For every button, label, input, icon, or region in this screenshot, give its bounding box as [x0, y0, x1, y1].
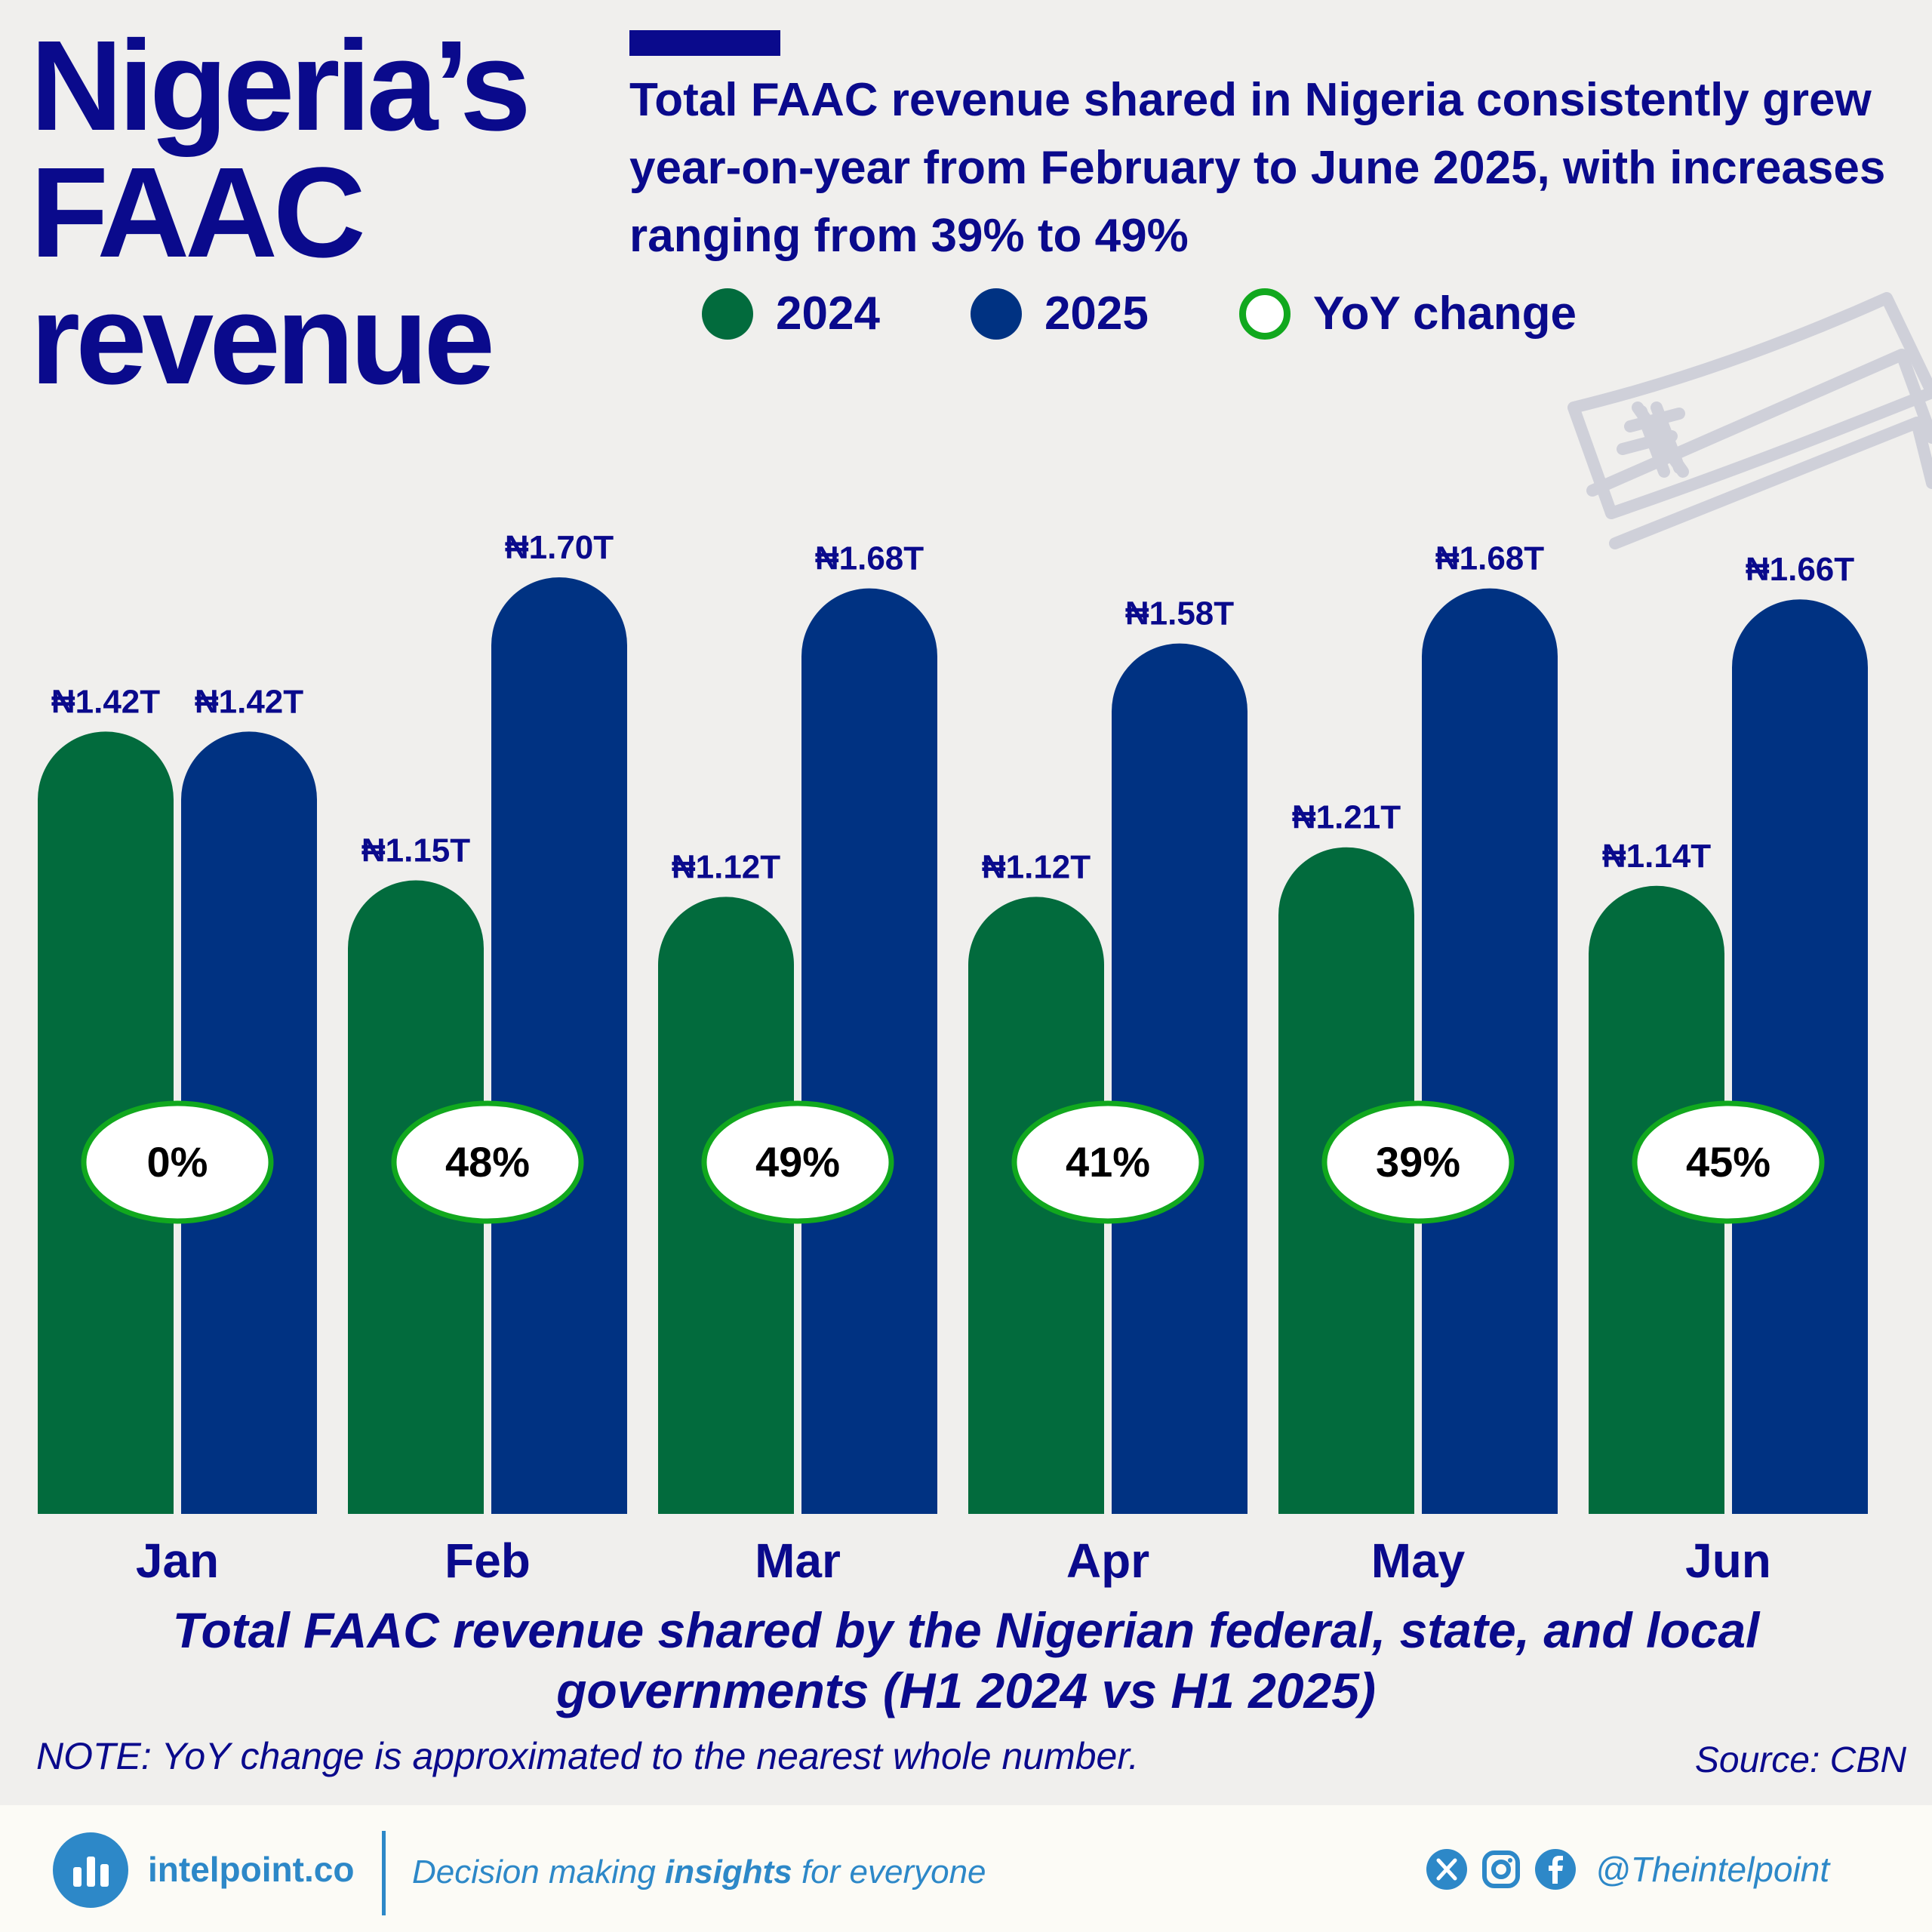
footer-divider — [382, 1831, 386, 1915]
yoy-badge — [81, 1100, 274, 1224]
x-tick-label: Jun — [1685, 1534, 1771, 1588]
bar-2025-feb — [491, 577, 627, 1514]
note-text: NOTE: YoY change is approximated to the … — [36, 1735, 1140, 1777]
data-label: ₦1.21T — [1292, 799, 1401, 836]
legend-label: 2025 — [1044, 288, 1149, 340]
data-label: ₦1.15T — [361, 832, 470, 869]
chart-subtitle: Total FAAC revenue shared in Nigeria con… — [629, 74, 1886, 262]
legend: 2024 2025 YoY change — [702, 287, 1577, 340]
yoy-badge — [1321, 1100, 1515, 1224]
bar-2025-apr — [1112, 643, 1247, 1514]
data-label: ₦1.14T — [1602, 838, 1711, 875]
data-label: ₦1.68T — [815, 540, 924, 577]
yoy-label: 0% — [147, 1138, 208, 1186]
tagline-post: for everyone — [792, 1854, 986, 1890]
yoy-label: 49% — [755, 1138, 840, 1186]
x-tick-label: Apr — [1066, 1534, 1149, 1588]
tagline-pre: Decision making — [412, 1854, 666, 1890]
x-tick-label: Mar — [755, 1534, 841, 1588]
footer: intelpoint.co Decision making insights f… — [0, 1805, 1932, 1932]
yoy-badge — [1011, 1100, 1204, 1224]
title-line: FAAC — [30, 141, 366, 285]
chart-caption: Total FAAC revenue shared by the Nigeria… — [172, 1602, 1760, 1718]
yoy-label: 39% — [1376, 1138, 1460, 1186]
data-label: ₦1.66T — [1746, 551, 1854, 588]
accent-bar — [629, 30, 780, 56]
brand-link[interactable]: intelpoint.co — [148, 1850, 355, 1889]
legend-swatch-2024 — [702, 288, 753, 340]
tagline-bold: insights — [665, 1854, 792, 1890]
source-text: Source: CBN — [1694, 1740, 1906, 1780]
x-tick-label: Feb — [445, 1534, 531, 1588]
yoy-label: 41% — [1066, 1138, 1150, 1186]
yoy-badge — [391, 1100, 584, 1224]
x-tick-label: May — [1371, 1534, 1466, 1588]
yoy-badge — [701, 1100, 894, 1224]
chart-title: Nigeria’s FAAC revenue — [30, 14, 604, 411]
instagram-icon[interactable] — [1481, 1849, 1521, 1890]
banknote-icon — [1567, 292, 1932, 549]
bars-layer: ₦1.42T ₦1.42T 0% Jan ₦1.15T ₦1.70T 48% Feb ₦1.12… — [38, 529, 1868, 1588]
x-tick-label: Jan — [136, 1534, 219, 1588]
legend-item-2024: 2024 — [702, 287, 880, 340]
legend-label: YoY change — [1312, 288, 1577, 340]
legend-swatch-yoy — [1238, 288, 1291, 340]
yoy-label: 45% — [1686, 1138, 1770, 1186]
yoy-badge — [1632, 1100, 1825, 1224]
social-links: @Theintelpoint — [1426, 1849, 1829, 1890]
data-label: ₦1.12T — [982, 848, 1091, 885]
title-line: revenue — [30, 268, 495, 411]
data-label: ₦1.58T — [1125, 595, 1234, 632]
data-label: ₦1.42T — [51, 683, 160, 720]
intelpoint-logo-icon — [53, 1832, 128, 1908]
title-line: Nigeria’s — [30, 14, 531, 158]
bar-2024-mar — [658, 897, 794, 1514]
data-label: ₦1.12T — [672, 848, 780, 885]
tagline: Decision making insights for everyone — [412, 1854, 986, 1891]
legend-label: 2024 — [776, 288, 880, 340]
yoy-label: 48% — [445, 1138, 530, 1186]
data-label: ₦1.42T — [195, 683, 303, 720]
bar-2025-mar — [801, 588, 937, 1514]
legend-item-2025: 2025 — [970, 287, 1149, 340]
bar-2025-jun — [1732, 599, 1868, 1515]
data-label: ₦1.70T — [505, 529, 614, 566]
bar-2024-apr — [968, 897, 1104, 1514]
data-label: ₦1.68T — [1435, 540, 1544, 577]
legend-item-yoy: YoY change — [1238, 287, 1577, 340]
social-handle[interactable]: @Theintelpoint — [1595, 1850, 1830, 1889]
x-icon[interactable] — [1426, 1849, 1467, 1890]
bar-2025-may — [1422, 588, 1558, 1514]
legend-swatch-2025 — [970, 288, 1022, 340]
facebook-icon[interactable] — [1535, 1849, 1576, 1890]
